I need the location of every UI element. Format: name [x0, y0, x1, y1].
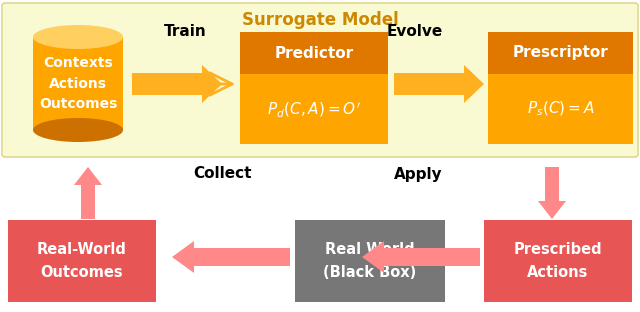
- Text: Surrogate Model: Surrogate Model: [242, 11, 398, 29]
- FancyBboxPatch shape: [488, 32, 633, 74]
- FancyArrow shape: [172, 241, 290, 273]
- FancyBboxPatch shape: [240, 32, 388, 74]
- FancyBboxPatch shape: [488, 32, 633, 144]
- Text: Contexts
Actions
Outcomes: Contexts Actions Outcomes: [39, 56, 117, 111]
- Text: Real-World
Outcomes: Real-World Outcomes: [37, 242, 127, 280]
- FancyBboxPatch shape: [240, 32, 388, 144]
- Ellipse shape: [33, 25, 123, 49]
- Text: Train: Train: [164, 25, 206, 40]
- Text: Collect: Collect: [193, 167, 252, 182]
- FancyBboxPatch shape: [295, 220, 445, 302]
- Text: Prescriptor: Prescriptor: [513, 46, 609, 61]
- FancyArrow shape: [74, 167, 102, 219]
- Text: Apply: Apply: [394, 167, 442, 182]
- FancyBboxPatch shape: [484, 220, 632, 302]
- Bar: [33, 37, 123, 130]
- Text: Predictor: Predictor: [275, 46, 353, 61]
- Text: Prescribed
Actions: Prescribed Actions: [514, 242, 602, 280]
- Text: Evolve: Evolve: [387, 25, 443, 40]
- Text: $P_d(C,A) = O'$: $P_d(C,A) = O'$: [267, 100, 361, 119]
- FancyBboxPatch shape: [8, 220, 156, 302]
- FancyArrow shape: [132, 65, 222, 103]
- FancyBboxPatch shape: [2, 3, 638, 157]
- FancyArrow shape: [394, 65, 484, 103]
- FancyArrow shape: [362, 241, 480, 273]
- Text: Real World
(Black Box): Real World (Black Box): [323, 242, 417, 280]
- Ellipse shape: [33, 118, 123, 142]
- Text: $P_s(C) = A$: $P_s(C) = A$: [527, 100, 595, 118]
- FancyArrow shape: [538, 167, 566, 219]
